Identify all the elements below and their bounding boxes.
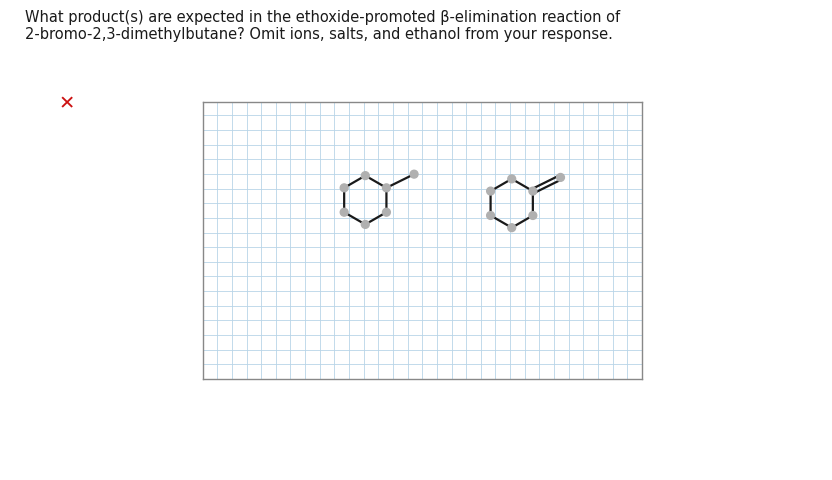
- Circle shape: [487, 212, 494, 220]
- Circle shape: [340, 209, 348, 216]
- Circle shape: [361, 172, 369, 180]
- Text: ✕: ✕: [58, 94, 75, 113]
- Circle shape: [383, 184, 390, 192]
- Circle shape: [529, 212, 537, 220]
- Circle shape: [557, 174, 564, 182]
- Circle shape: [529, 188, 537, 195]
- Circle shape: [410, 171, 418, 179]
- Circle shape: [508, 224, 516, 232]
- Circle shape: [383, 209, 390, 216]
- Circle shape: [508, 176, 516, 183]
- Circle shape: [340, 184, 348, 192]
- Text: What product(s) are expected in the ethoxide-promoted β-elimination reaction of
: What product(s) are expected in the etho…: [25, 10, 620, 42]
- Circle shape: [487, 188, 494, 195]
- Circle shape: [361, 221, 369, 229]
